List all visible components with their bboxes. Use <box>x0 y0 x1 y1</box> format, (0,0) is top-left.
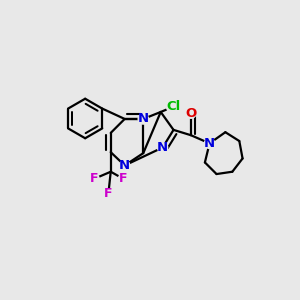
Text: N: N <box>204 137 215 150</box>
Text: N: N <box>119 159 130 172</box>
Circle shape <box>158 142 168 153</box>
Text: N: N <box>138 112 149 125</box>
Circle shape <box>120 160 130 171</box>
Text: F: F <box>90 172 99 185</box>
Circle shape <box>104 189 113 198</box>
Circle shape <box>118 174 128 183</box>
Text: F: F <box>104 187 113 200</box>
Text: Cl: Cl <box>167 100 181 113</box>
Text: O: O <box>185 106 197 120</box>
Text: N: N <box>157 141 168 154</box>
Circle shape <box>167 100 181 114</box>
Text: F: F <box>119 172 127 185</box>
Circle shape <box>138 114 148 124</box>
Circle shape <box>204 138 215 148</box>
Circle shape <box>90 174 99 183</box>
Circle shape <box>186 108 196 118</box>
